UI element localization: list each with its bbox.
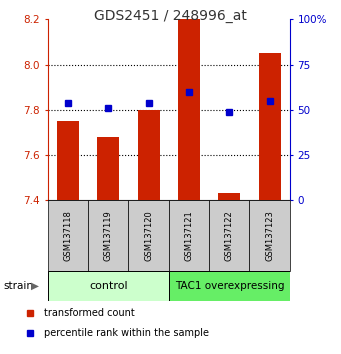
Text: TAC1 overexpressing: TAC1 overexpressing [175, 281, 284, 291]
Bar [57, 121, 79, 200]
Text: GSM137123: GSM137123 [265, 210, 274, 261]
Text: control: control [89, 281, 128, 291]
Text: strain: strain [3, 281, 33, 291]
FancyBboxPatch shape [169, 271, 290, 301]
Text: GSM137120: GSM137120 [144, 210, 153, 261]
Bar [218, 193, 240, 200]
Text: ▶: ▶ [31, 281, 39, 291]
Bar [258, 53, 281, 200]
Text: percentile rank within the sample: percentile rank within the sample [44, 328, 209, 338]
Bar [137, 110, 160, 200]
FancyBboxPatch shape [209, 200, 250, 271]
Text: GSM137122: GSM137122 [225, 210, 234, 261]
FancyBboxPatch shape [48, 271, 169, 301]
Text: GSM137118: GSM137118 [63, 210, 72, 261]
FancyBboxPatch shape [250, 200, 290, 271]
Text: GSM137121: GSM137121 [184, 210, 193, 261]
FancyBboxPatch shape [48, 200, 88, 271]
Bar [97, 137, 119, 200]
Text: transformed count: transformed count [44, 308, 135, 318]
FancyBboxPatch shape [169, 200, 209, 271]
FancyBboxPatch shape [88, 200, 129, 271]
Bar [178, 19, 200, 200]
Text: GSM137119: GSM137119 [104, 210, 113, 261]
FancyBboxPatch shape [129, 200, 169, 271]
Text: GDS2451 / 248996_at: GDS2451 / 248996_at [94, 9, 247, 23]
